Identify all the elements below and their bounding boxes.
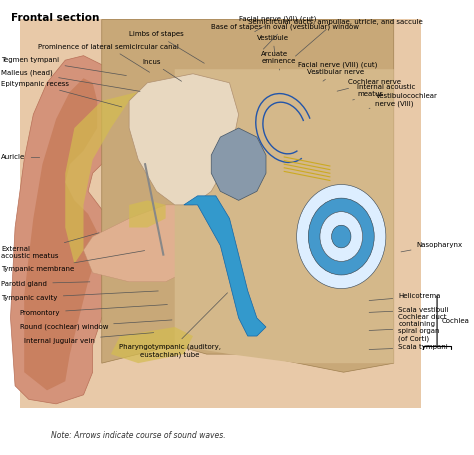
Text: Cochlea: Cochlea <box>442 318 470 324</box>
Polygon shape <box>24 78 97 390</box>
Text: Internal jugular vein: Internal jugular vein <box>24 333 154 344</box>
Text: Base of stapes in oval (vestibular) window: Base of stapes in oval (vestibular) wind… <box>211 23 359 49</box>
Text: Round (cochlear) window: Round (cochlear) window <box>19 320 172 330</box>
Text: Limbs of stapes: Limbs of stapes <box>129 31 204 63</box>
Polygon shape <box>10 56 129 404</box>
Polygon shape <box>211 128 266 200</box>
Polygon shape <box>129 74 238 205</box>
Text: Vestibulocochlear
nerve (VIII): Vestibulocochlear nerve (VIII) <box>369 93 438 108</box>
Text: Facial nerve (VIII) (cut): Facial nerve (VIII) (cut) <box>298 61 377 74</box>
Text: Frontal section: Frontal section <box>10 13 99 23</box>
Polygon shape <box>184 196 266 336</box>
Text: Scala vestibuli: Scala vestibuli <box>369 307 449 313</box>
Polygon shape <box>65 83 147 264</box>
Text: Pharyngotympanic (auditory,
eustachian) tube: Pharyngotympanic (auditory, eustachian) … <box>119 293 228 358</box>
Polygon shape <box>111 327 193 363</box>
Ellipse shape <box>308 198 374 275</box>
Polygon shape <box>102 20 394 372</box>
Text: Prominence of lateral semicircular canal: Prominence of lateral semicircular canal <box>38 44 179 72</box>
Ellipse shape <box>320 212 363 262</box>
Polygon shape <box>83 205 184 282</box>
Text: Cochlear nerve: Cochlear nerve <box>337 79 401 91</box>
Polygon shape <box>175 69 394 363</box>
Text: Promontory: Promontory <box>19 304 167 315</box>
Polygon shape <box>19 20 421 409</box>
Text: Vestibular nerve: Vestibular nerve <box>307 69 364 81</box>
Text: Incus: Incus <box>143 59 182 81</box>
Text: Nasopharynx: Nasopharynx <box>401 242 463 252</box>
Ellipse shape <box>332 225 351 248</box>
Text: Auricle: Auricle <box>1 154 40 161</box>
Text: Tegmen tympani: Tegmen tympani <box>1 57 127 76</box>
Text: Tympanic membrane: Tympanic membrane <box>1 251 145 272</box>
Text: Helicotrema: Helicotrema <box>369 293 441 300</box>
Text: Scala tympani: Scala tympani <box>369 344 448 350</box>
Text: Cochlear duct
containing
spiral organ
(of Corti): Cochlear duct containing spiral organ (o… <box>369 314 447 342</box>
Text: Internal acoustic
meatus: Internal acoustic meatus <box>353 85 416 100</box>
Text: Parotid gland: Parotid gland <box>1 281 90 287</box>
Ellipse shape <box>308 198 374 275</box>
Ellipse shape <box>320 212 363 262</box>
Text: Epitympanic recess: Epitympanic recess <box>1 81 122 107</box>
Text: Arcuate
eminence: Arcuate eminence <box>262 51 296 70</box>
Text: Note: Arrows indicate course of sound waves.: Note: Arrows indicate course of sound wa… <box>51 431 226 440</box>
Text: Vestibule: Vestibule <box>257 35 289 53</box>
Text: External
acoustic meatus: External acoustic meatus <box>1 233 99 259</box>
Ellipse shape <box>297 185 386 288</box>
Polygon shape <box>129 200 165 228</box>
Ellipse shape <box>332 225 351 248</box>
Text: Facial nerve (VII) (cut): Facial nerve (VII) (cut) <box>238 15 316 32</box>
Text: Tympanic cavity: Tympanic cavity <box>1 291 158 301</box>
Text: Malleus (head): Malleus (head) <box>1 69 140 91</box>
Text: Semicircular ducts, ampullae, utricle, and saccule: Semicircular ducts, ampullae, utricle, a… <box>248 19 422 56</box>
